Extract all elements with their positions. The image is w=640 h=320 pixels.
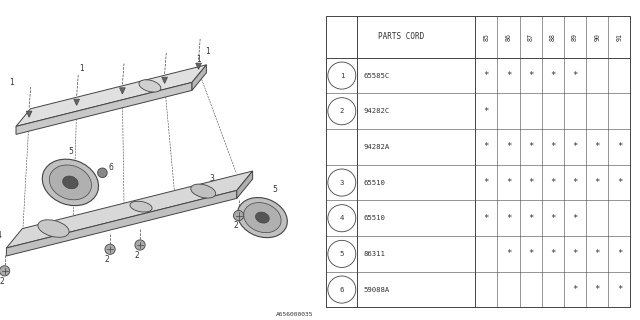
- Text: *: *: [595, 285, 600, 294]
- Polygon shape: [162, 77, 168, 84]
- Text: 85: 85: [483, 33, 490, 41]
- Polygon shape: [16, 82, 192, 134]
- Text: 65510: 65510: [364, 215, 385, 221]
- Text: 65510: 65510: [364, 180, 385, 186]
- Text: *: *: [528, 71, 533, 80]
- Text: *: *: [506, 71, 511, 80]
- Text: 4: 4: [0, 231, 2, 240]
- Text: *: *: [484, 214, 489, 223]
- Text: *: *: [550, 142, 556, 151]
- Text: 6: 6: [340, 286, 344, 292]
- Text: 2: 2: [233, 221, 238, 230]
- Circle shape: [0, 266, 10, 276]
- Ellipse shape: [191, 184, 216, 198]
- Text: 2: 2: [104, 255, 109, 264]
- Text: 88: 88: [550, 33, 556, 41]
- Text: *: *: [572, 285, 578, 294]
- Text: 3: 3: [210, 174, 214, 183]
- Text: *: *: [506, 249, 511, 258]
- Text: 5: 5: [272, 185, 277, 194]
- Polygon shape: [192, 65, 206, 90]
- Ellipse shape: [63, 176, 78, 189]
- Text: 5: 5: [68, 147, 73, 156]
- Text: *: *: [595, 142, 600, 151]
- Text: 94282A: 94282A: [364, 144, 390, 150]
- Polygon shape: [6, 171, 253, 248]
- Text: 2: 2: [134, 251, 140, 260]
- Text: *: *: [617, 178, 622, 187]
- Text: 86: 86: [506, 33, 511, 41]
- Text: 94282C: 94282C: [364, 108, 390, 114]
- Text: *: *: [572, 249, 578, 258]
- Polygon shape: [74, 99, 79, 105]
- Text: 87: 87: [528, 33, 534, 41]
- Text: *: *: [528, 178, 533, 187]
- Text: 1: 1: [10, 78, 14, 87]
- Text: *: *: [572, 214, 578, 223]
- Text: 6: 6: [109, 163, 114, 172]
- Text: 1: 1: [340, 73, 344, 79]
- Text: 1: 1: [205, 47, 210, 56]
- Ellipse shape: [244, 203, 281, 233]
- Text: *: *: [484, 71, 489, 80]
- Ellipse shape: [38, 220, 69, 237]
- Text: 59088A: 59088A: [364, 286, 390, 292]
- Text: A656000035: A656000035: [276, 312, 314, 317]
- Text: 90: 90: [594, 33, 600, 41]
- Ellipse shape: [237, 197, 287, 238]
- Polygon shape: [26, 111, 32, 117]
- Text: *: *: [550, 178, 556, 187]
- Text: 3: 3: [340, 180, 344, 186]
- Ellipse shape: [49, 165, 92, 200]
- Text: *: *: [617, 249, 622, 258]
- Text: *: *: [572, 178, 578, 187]
- Polygon shape: [196, 63, 202, 69]
- Text: 1: 1: [196, 55, 201, 64]
- Text: 86311: 86311: [364, 251, 385, 257]
- Text: *: *: [506, 214, 511, 223]
- Text: *: *: [550, 249, 556, 258]
- Text: *: *: [617, 142, 622, 151]
- Text: *: *: [528, 249, 533, 258]
- Text: 5: 5: [340, 251, 344, 257]
- Circle shape: [105, 244, 115, 254]
- Text: PARTS CORD: PARTS CORD: [378, 32, 424, 41]
- Circle shape: [98, 168, 108, 178]
- Text: 4: 4: [340, 215, 344, 221]
- Ellipse shape: [42, 159, 99, 206]
- Text: *: *: [572, 71, 578, 80]
- Polygon shape: [16, 65, 206, 126]
- Text: 65585C: 65585C: [364, 73, 390, 79]
- Text: *: *: [550, 214, 556, 223]
- Text: *: *: [484, 142, 489, 151]
- Polygon shape: [120, 88, 125, 94]
- Text: 2: 2: [0, 277, 4, 286]
- Text: *: *: [528, 142, 533, 151]
- Ellipse shape: [130, 201, 152, 212]
- Ellipse shape: [255, 212, 269, 223]
- Text: *: *: [506, 142, 511, 151]
- Text: *: *: [528, 214, 533, 223]
- Text: 2: 2: [340, 108, 344, 114]
- Text: *: *: [506, 178, 511, 187]
- Text: *: *: [550, 71, 556, 80]
- Text: 89: 89: [572, 33, 578, 41]
- Text: *: *: [595, 249, 600, 258]
- Text: *: *: [572, 142, 578, 151]
- Text: *: *: [595, 178, 600, 187]
- Polygon shape: [237, 171, 253, 198]
- Text: 91: 91: [616, 33, 623, 41]
- Polygon shape: [6, 190, 237, 256]
- Text: *: *: [484, 107, 489, 116]
- Ellipse shape: [139, 80, 161, 92]
- Text: 1: 1: [79, 63, 83, 73]
- Text: *: *: [484, 178, 489, 187]
- Circle shape: [234, 211, 244, 221]
- Text: *: *: [617, 285, 622, 294]
- Circle shape: [135, 240, 145, 250]
